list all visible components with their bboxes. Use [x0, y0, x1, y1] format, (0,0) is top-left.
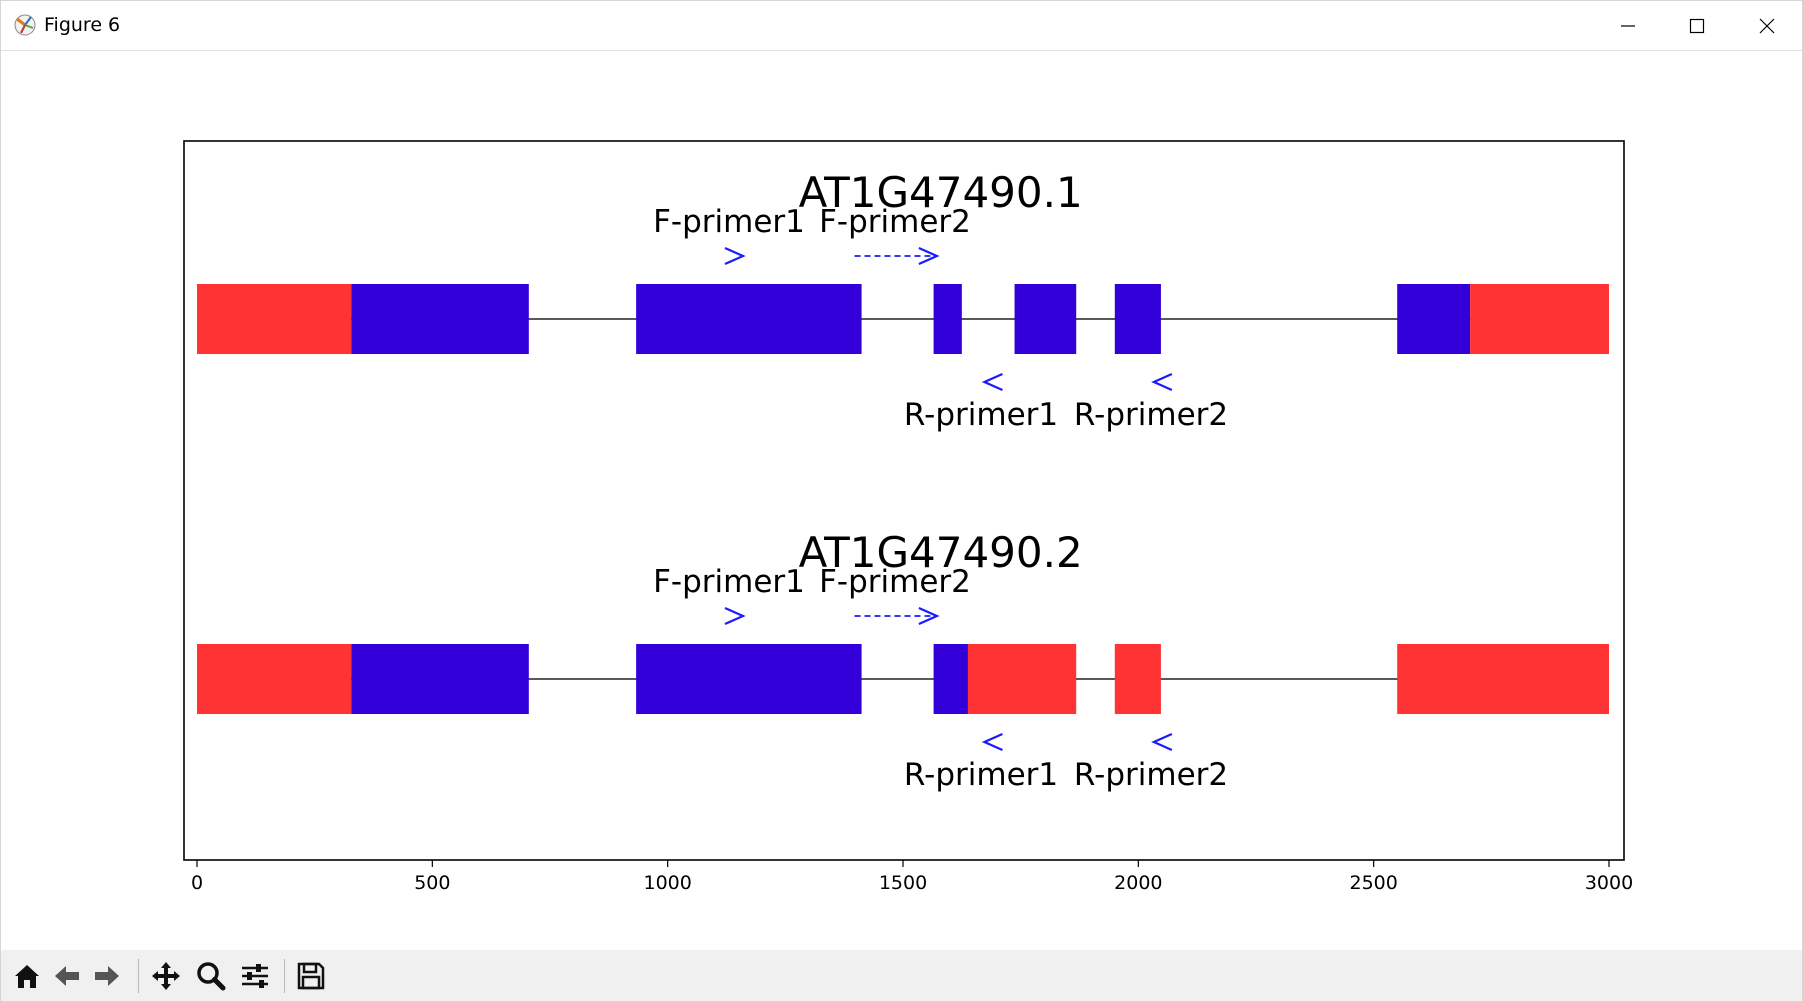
exon-segment-blue — [1014, 284, 1077, 354]
exon-segment-red — [1397, 644, 1609, 714]
reverse-primer-arrow — [1151, 732, 1173, 752]
reverse-primer-label: R-primer1 — [904, 397, 1058, 433]
exon-segment-blue — [1114, 284, 1161, 354]
zoom-button[interactable] — [193, 958, 229, 994]
back-button[interactable] — [49, 958, 85, 994]
exon-segment-red — [197, 644, 352, 714]
navigation-toolbar — [1, 950, 1802, 1001]
home-button[interactable] — [9, 958, 45, 994]
toolbar-separator — [284, 959, 285, 993]
forward-primer-label: F-primer2 — [819, 204, 971, 240]
exon-segment-red — [1114, 644, 1161, 714]
forward-primer-label: F-primer2 — [819, 564, 971, 600]
forward-arrow-icon — [95, 966, 119, 986]
home-icon — [15, 965, 39, 988]
x-tick-label: 1000 — [643, 872, 691, 894]
minimize-icon — [1621, 25, 1635, 27]
forward-primer-arrow — [724, 606, 746, 626]
x-tick-label: 2000 — [1114, 872, 1162, 894]
forward-primer-arrow — [724, 246, 746, 266]
exon-segment-blue — [351, 644, 529, 714]
transcript-title: AT1G47490.2 — [799, 528, 1083, 577]
x-tick-label: 500 — [414, 872, 450, 894]
transcript-title: AT1G47490.1 — [799, 168, 1083, 217]
x-tick-label: 3000 — [1585, 872, 1633, 894]
exon-segment-blue — [1397, 284, 1471, 354]
exon-segment-blue — [636, 284, 862, 354]
back-arrow-icon — [55, 966, 79, 986]
exon-segment-blue — [351, 284, 529, 354]
save-button[interactable] — [293, 958, 329, 994]
figure-canvas[interactable]: 0 500 1000 1500 2000 2500 3000 AT1G47490.1 F-pri… — [1, 51, 1802, 950]
reverse-primer-arrow — [1151, 372, 1173, 392]
forward-primer-arrow — [918, 246, 940, 266]
window-title: Figure 6 — [44, 14, 121, 36]
reverse-primer-label: R-primer1 — [904, 757, 1058, 793]
exon-segment-blue — [636, 644, 862, 714]
forward-primer-arrow — [918, 606, 940, 626]
reverse-primer-label: R-primer2 — [1074, 397, 1228, 433]
configure-subplots-button[interactable] — [237, 958, 273, 994]
exon-segment-red — [197, 284, 352, 354]
axes-frame — [183, 140, 1625, 861]
exon-segment-red — [1470, 284, 1609, 354]
title-bar[interactable]: Figure 6 — [1, 1, 1802, 51]
forward-primer-label: F-primer1 — [653, 564, 805, 600]
maximize-button[interactable] — [1662, 1, 1732, 50]
exon-segment-blue — [933, 644, 968, 714]
exon-segment-red — [967, 644, 1077, 714]
zoom-icon — [197, 962, 226, 991]
toolbar-separator — [138, 959, 139, 993]
pan-button[interactable] — [148, 958, 184, 994]
maximize-icon — [1689, 18, 1705, 34]
pan-icon — [152, 962, 180, 990]
forward-button[interactable] — [89, 958, 125, 994]
minimize-button[interactable] — [1593, 1, 1663, 50]
close-button[interactable] — [1732, 1, 1802, 50]
forward-primer-label: F-primer1 — [653, 204, 805, 240]
x-tick-label: 0 — [191, 872, 203, 894]
gene-structure-chart: 0 500 1000 1500 2000 2500 3000AT1G47490.1F-pri… — [183, 140, 1633, 894]
x-tick-label: 2500 — [1349, 872, 1397, 894]
save-icon — [297, 962, 325, 990]
matplotlib-app-icon — [13, 13, 37, 37]
reverse-primer-arrow — [981, 372, 1003, 392]
close-icon — [1759, 18, 1775, 34]
reverse-primer-label: R-primer2 — [1074, 757, 1228, 793]
reverse-primer-arrow — [981, 732, 1003, 752]
configure-subplots-icon — [242, 964, 268, 988]
x-tick-label: 1500 — [879, 872, 927, 894]
exon-segment-blue — [933, 284, 962, 354]
